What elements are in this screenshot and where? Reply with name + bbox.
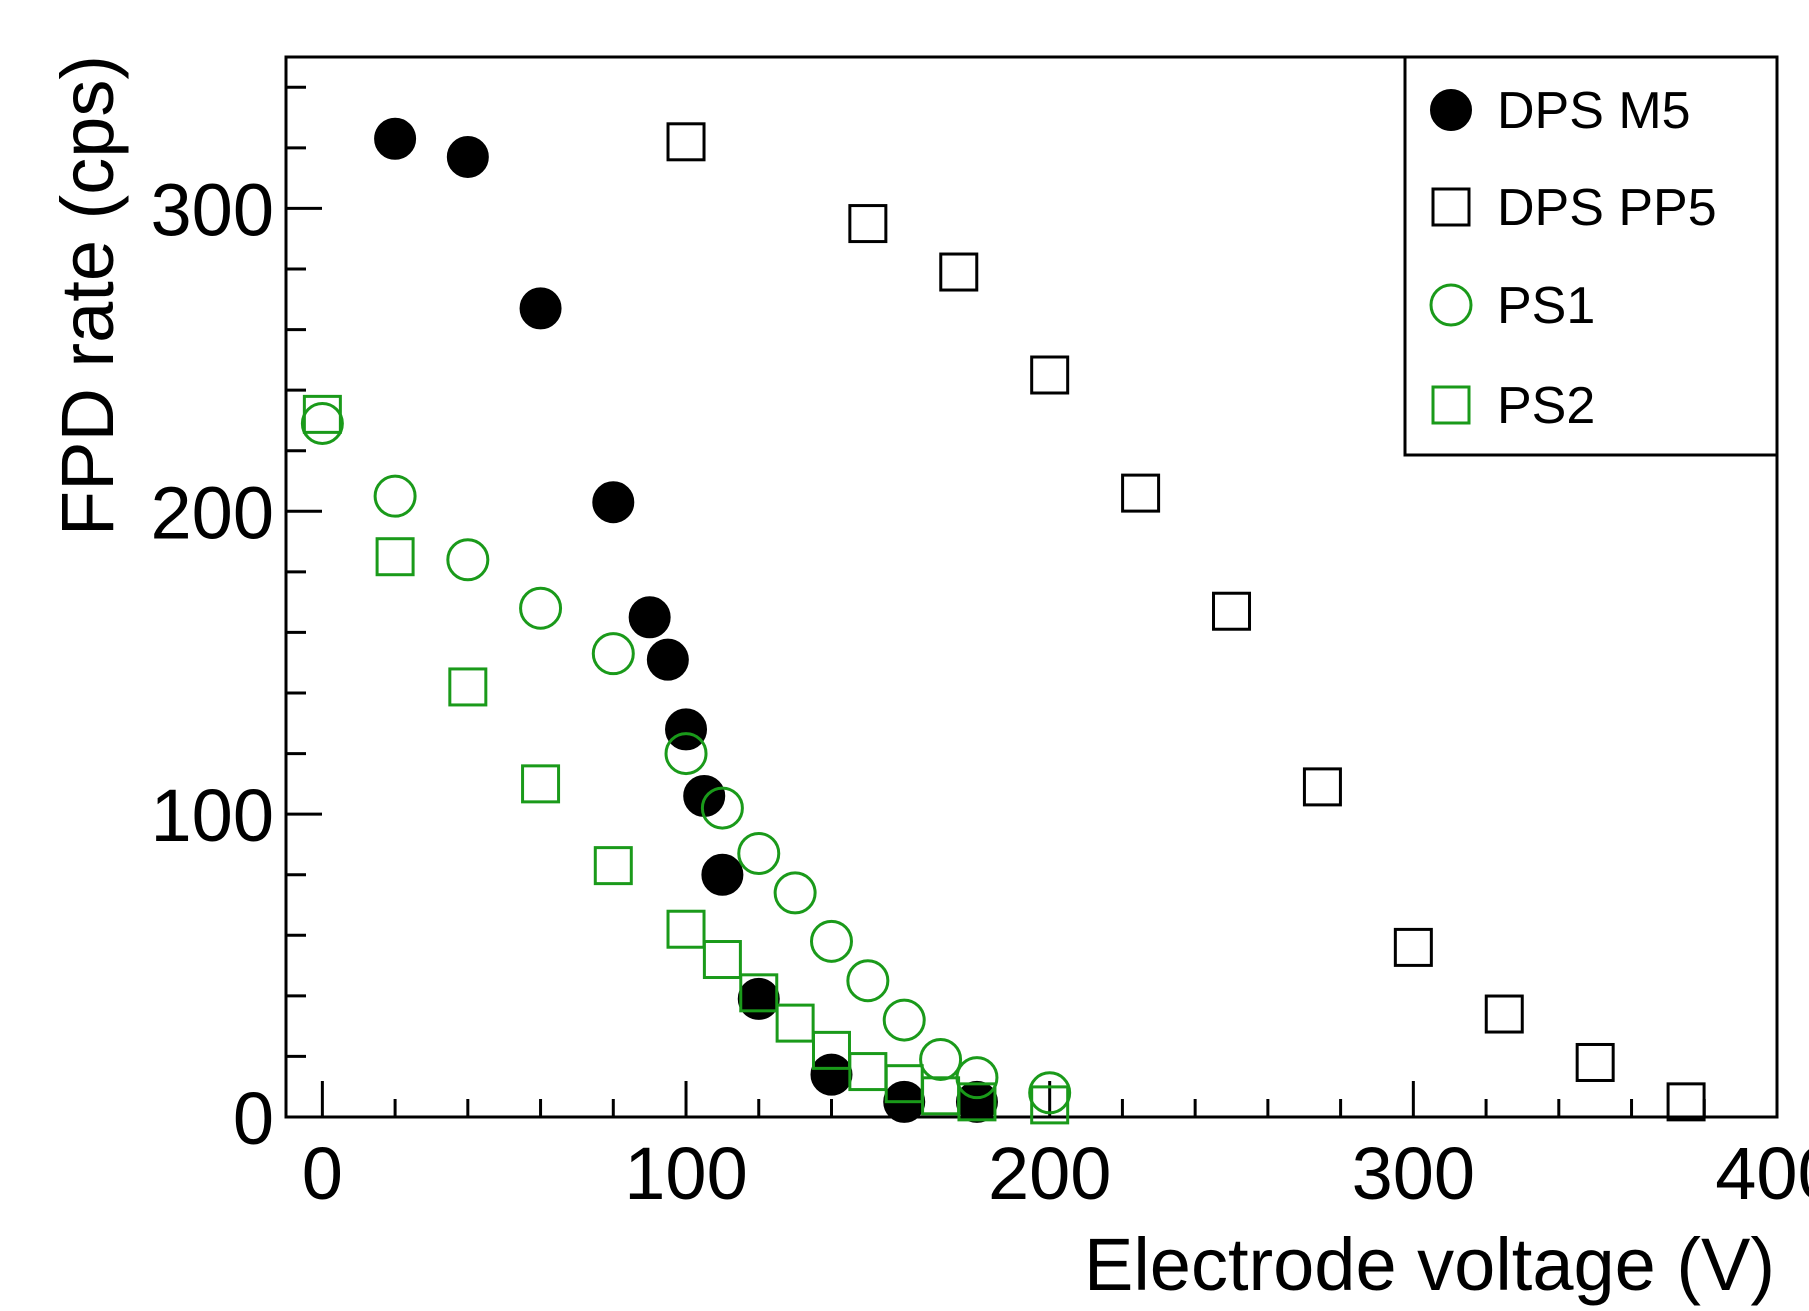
- data-point: [919, 1037, 963, 1081]
- legend-label: PS2: [1497, 377, 1595, 435]
- data-point: [1666, 1082, 1706, 1122]
- data-point: [921, 1076, 961, 1116]
- data-point: [811, 1030, 851, 1070]
- data-point: [1030, 1085, 1070, 1125]
- data-point: [1302, 767, 1342, 807]
- data-point: [374, 117, 417, 160]
- data-point: [1484, 994, 1524, 1034]
- data-point: [700, 786, 744, 830]
- x-axis-label: Electrode voltage (V): [1084, 1223, 1775, 1306]
- data-point: [1030, 355, 1070, 395]
- data-point: [519, 287, 562, 330]
- data-point: [592, 481, 635, 524]
- x-tick-label: 300: [1352, 1132, 1475, 1215]
- x-tick-label: 100: [624, 1132, 747, 1215]
- data-point: [737, 977, 780, 1020]
- axes: 0 100 200 300 400 0 100 200 300: [151, 55, 1809, 1215]
- data-point: [773, 871, 817, 915]
- legend-marker: [1430, 89, 1472, 131]
- data-point: [737, 832, 781, 876]
- series-dps-pp5: [666, 122, 1706, 1122]
- legend-label: DPS PP5: [1497, 179, 1717, 237]
- legend-marker: [1431, 385, 1471, 425]
- data-point: [882, 998, 926, 1042]
- y-tick-label: 300: [151, 168, 274, 251]
- y-axis-label: FPD rate (cps): [46, 55, 129, 536]
- data-point: [683, 774, 726, 817]
- legend-label: DPS M5: [1497, 82, 1691, 140]
- legend-label: PS1: [1497, 277, 1595, 335]
- x-tick-label: 0: [302, 1132, 343, 1215]
- x-tick-label: 400: [1715, 1132, 1809, 1215]
- data-point: [628, 596, 671, 639]
- data-point: [300, 401, 344, 445]
- data-point: [448, 667, 488, 707]
- data-point: [739, 973, 779, 1013]
- series-dps-m5: [374, 117, 998, 1123]
- data-point: [955, 1080, 998, 1123]
- data-point: [702, 940, 742, 980]
- data-point: [1028, 1071, 1072, 1115]
- legend-marker: [1431, 187, 1471, 227]
- data-point: [302, 394, 342, 434]
- x-tick-label: 200: [988, 1132, 1111, 1215]
- legend: DPS M5 DPS PP5 PS1 PS2: [1403, 55, 1779, 457]
- data-point: [373, 474, 417, 518]
- data-points: [300, 117, 1706, 1125]
- data-point: [521, 764, 561, 804]
- data-point: [848, 1052, 888, 1092]
- data-point: [664, 732, 708, 776]
- data-point: [591, 632, 635, 676]
- data-point: [1212, 591, 1252, 631]
- data-point: [810, 1053, 853, 1096]
- data-point: [1575, 1042, 1615, 1082]
- data-point: [375, 537, 415, 577]
- data-point: [775, 1003, 815, 1043]
- data-point: [666, 909, 706, 949]
- data-point: [1121, 473, 1161, 513]
- data-point: [957, 1082, 997, 1122]
- data-point: [593, 846, 633, 886]
- data-point: [848, 204, 888, 244]
- data-point: [519, 586, 563, 630]
- data-point: [1393, 927, 1433, 967]
- data-point: [665, 708, 708, 751]
- data-point: [666, 122, 706, 162]
- legend-marker: [1429, 283, 1473, 327]
- y-tick-label: 0: [233, 1077, 274, 1160]
- data-point: [701, 853, 744, 896]
- data-point: [446, 538, 490, 582]
- series-ps1: [300, 401, 1072, 1115]
- data-point: [446, 135, 489, 178]
- data-point: [846, 959, 890, 1003]
- y-tick-label: 200: [151, 471, 274, 554]
- series-ps2: [302, 394, 1070, 1125]
- y-tick-label: 100: [151, 774, 274, 857]
- data-point: [809, 919, 853, 963]
- data-point: [646, 638, 689, 681]
- data-point: [939, 252, 979, 292]
